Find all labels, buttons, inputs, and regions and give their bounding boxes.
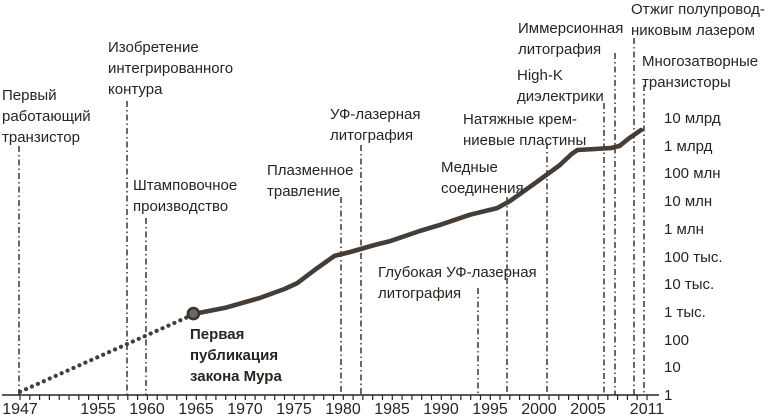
- annotation-uv-lithography: УФ-лазерная литография: [330, 104, 421, 146]
- y-axis-label: 1: [664, 387, 673, 404]
- annotation-stamping: Штамповочное производство: [133, 175, 237, 217]
- annotation-stamping-line: производство: [133, 198, 229, 215]
- x-axis-label: 2005: [570, 401, 606, 418]
- annotation-ic-invention-line: Изобретение: [108, 39, 199, 56]
- y-axis-label: 1 млрд: [664, 138, 713, 155]
- annotation-high-k-dielectrics: High-K диэлектрики: [517, 65, 604, 107]
- y-axis-label: 1 тыс.: [664, 304, 706, 321]
- annotation-uv-lithography-line: литография: [330, 127, 414, 144]
- annotation-multigate-transistors: Многозатворные транзисторы: [642, 51, 758, 93]
- x-axis-label: 1970: [227, 401, 263, 418]
- x-axis-label: 1960: [129, 401, 165, 418]
- x-axis-label: 1980: [325, 401, 361, 418]
- x-axis-label: 2011: [629, 401, 665, 418]
- y-axis-label: 10 млн: [664, 193, 713, 210]
- annotation-ic-invention-line: контура: [108, 81, 163, 98]
- y-axis-label: 1 млн: [664, 221, 704, 238]
- annotation-copper-interconnect-line: Медные: [441, 159, 498, 176]
- annotation-moore-publication-line: закона Мура: [190, 368, 282, 385]
- y-axis-label: 100 тыс.: [664, 249, 723, 266]
- annotation-high-k-dielectrics-line: диэлектрики: [517, 88, 604, 105]
- x-axis-label: 1990: [423, 401, 459, 418]
- annotation-deep-uv-lithography: Глубокая УФ-лазерная литография: [378, 262, 537, 304]
- annotation-laser-annealing: Отжиг полупровод-никовым лазером: [631, 0, 765, 41]
- annotation-immersion-lithography-line: Иммерсионная: [518, 20, 624, 37]
- annotation-multigate-transistors-line: Многозатворные: [642, 53, 759, 70]
- y-axis-label: 100: [664, 332, 690, 349]
- annotation-laser-annealing-line: никовым лазером: [631, 22, 755, 39]
- annotation-laser-annealing-line: Отжиг полупровод-: [631, 1, 765, 18]
- x-axis-label: 1975: [276, 401, 312, 418]
- x-axis-label: 1995: [472, 401, 508, 418]
- annotation-high-k-dielectrics-line: High-K: [517, 67, 563, 84]
- y-axis-label: 10 млрд: [664, 110, 721, 127]
- y-axis-label: 10: [664, 359, 681, 376]
- annotation-immersion-lithography-line: литография: [518, 41, 602, 58]
- annotation-strained-silicon-line: Натяжные крем-: [463, 111, 578, 128]
- annotation-immersion-lithography: Иммерсионная литография: [518, 18, 623, 60]
- annotation-uv-lithography-line: УФ-лазерная: [330, 106, 421, 123]
- annotation-plasma-etching-line: травление: [267, 183, 341, 200]
- annotation-deep-uv-lithography-line: литография: [378, 285, 462, 302]
- annotation-plasma-etching-line: Плазменное: [267, 162, 354, 179]
- annotation-strained-silicon: Натяжные крем-ниевые пластины: [463, 109, 586, 151]
- x-axis-label: 1965: [178, 401, 214, 418]
- y-axis-label: 100 млн: [664, 165, 721, 182]
- annotation-ic-invention-line: интегрированного: [108, 60, 234, 77]
- x-axis-label: 2000: [521, 401, 557, 418]
- x-axis-label: 1985: [374, 401, 410, 418]
- annotation-multigate-transistors-line: транзисторы: [642, 74, 731, 91]
- moore-projection-dotted-line: [17, 314, 192, 394]
- annotation-plasma-etching: Плазменное травление: [267, 160, 354, 202]
- x-axis-label: 1947: [2, 401, 38, 418]
- annotation-stamping-line: Штамповочное: [133, 177, 238, 194]
- y-axis-label: 10 тыс.: [664, 276, 715, 293]
- annotation-moore-publication: Первая публикация закона Мура: [190, 324, 282, 387]
- annotation-ic-invention: Изобретение интегрированного контура: [108, 37, 233, 100]
- annotation-first-transistor: Первый работающий транзистор: [2, 85, 91, 148]
- annotation-copper-interconnect: Медные соединения: [441, 157, 524, 199]
- annotation-moore-publication-line: публикация: [190, 347, 279, 364]
- annotation-first-transistor-line: транзистор: [2, 129, 80, 146]
- annotation-deep-uv-lithography-line: Глубокая УФ-лазерная: [378, 264, 537, 281]
- annotation-first-transistor-line: Первый: [2, 87, 57, 104]
- annotation-moore-publication-line: Первая: [190, 326, 245, 343]
- x-axis-label: 1955: [80, 401, 116, 418]
- moore-publication-marker: [186, 306, 201, 321]
- annotation-first-transistor-line: работающий: [2, 108, 91, 125]
- transistor-count-curve: [191, 127, 644, 317]
- annotation-strained-silicon-line: ниевые пластины: [463, 132, 587, 149]
- annotation-copper-interconnect-line: соединения: [441, 180, 524, 197]
